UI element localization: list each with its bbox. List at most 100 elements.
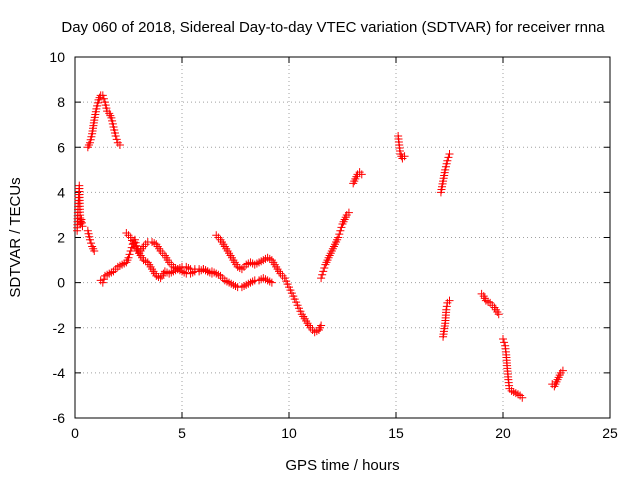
data-point-s4 <box>229 280 238 289</box>
data-point-s4 <box>222 277 231 286</box>
data-point-s2 <box>84 140 93 149</box>
y-tick-label: 6 <box>57 139 65 155</box>
data-point-s4 <box>111 265 120 274</box>
data-point-s3 <box>85 235 94 244</box>
data-point-s13 <box>513 390 522 399</box>
data-point-s5 <box>160 267 169 276</box>
data-point-s4 <box>118 260 127 269</box>
data-point-s6 <box>250 260 259 269</box>
data-point-s1 <box>77 215 86 224</box>
data-point-s4 <box>246 278 255 287</box>
data-point-s6 <box>240 262 249 271</box>
y-tick-label: -4 <box>53 365 66 381</box>
data-point-s4 <box>115 261 124 270</box>
data-point-s5 <box>141 257 150 266</box>
data-points <box>73 91 567 402</box>
data-point-s11 <box>442 305 451 314</box>
data-point-s6 <box>257 257 266 266</box>
data-point-s1 <box>77 218 86 227</box>
data-point-s5 <box>182 262 191 271</box>
y-tick-label: 8 <box>57 94 65 110</box>
data-point-s7 <box>335 230 344 239</box>
data-point-s11 <box>443 298 452 307</box>
data-point-s4 <box>150 239 159 248</box>
data-point-s4 <box>218 274 227 283</box>
data-point-s4 <box>109 267 118 276</box>
data-point-s6 <box>237 265 246 274</box>
data-point-s12 <box>479 292 488 301</box>
data-point-s4 <box>99 275 108 284</box>
x-axis-label: GPS time / hours <box>285 457 399 474</box>
y-tick-label: 10 <box>49 49 65 65</box>
y-tick-label: -6 <box>53 410 66 426</box>
data-point-s6 <box>214 233 223 242</box>
data-point-s4 <box>255 276 264 285</box>
y-axis-label: SDTVAR / TECUs <box>7 177 24 297</box>
data-point-s5 <box>203 267 212 276</box>
data-point-s4 <box>122 258 131 267</box>
data-point-s4 <box>231 282 240 291</box>
data-point-s6 <box>278 271 287 280</box>
data-point-s4 <box>259 274 268 283</box>
x-tick-label: 10 <box>281 425 297 441</box>
data-point-s7 <box>340 215 349 224</box>
y-tick-label: -2 <box>53 320 66 336</box>
x-tick-label: 15 <box>388 425 404 441</box>
data-point-s5 <box>207 269 216 278</box>
data-point-s2 <box>98 91 107 100</box>
data-point-s6 <box>212 231 221 240</box>
data-point-s5 <box>122 228 131 237</box>
data-point-s13 <box>507 386 516 395</box>
data-point-s6 <box>252 259 261 268</box>
data-point-s5 <box>184 263 193 272</box>
x-tick-label: 25 <box>602 425 618 441</box>
data-point-s6 <box>242 260 251 269</box>
data-point-s5 <box>175 263 184 272</box>
data-point-s12 <box>481 296 490 305</box>
data-point-s1 <box>78 222 87 231</box>
data-point-s4 <box>220 276 229 285</box>
data-point-s3 <box>88 242 97 251</box>
data-point-s4 <box>248 277 257 286</box>
data-point-s5 <box>171 266 180 275</box>
data-point-s12 <box>494 310 503 319</box>
data-point-s13 <box>509 388 518 397</box>
data-point-s2 <box>112 135 121 144</box>
data-point-s5 <box>139 256 148 265</box>
data-point-s4 <box>158 249 167 258</box>
data-point-s10 <box>443 156 452 165</box>
data-point-s4 <box>100 271 109 280</box>
data-point-s14 <box>558 366 567 375</box>
data-point-s2 <box>115 140 124 149</box>
data-point-s2 <box>99 94 108 103</box>
data-point-s4 <box>105 269 114 278</box>
data-point-s3 <box>87 239 96 248</box>
data-point-s5 <box>199 265 208 274</box>
data-point-s4 <box>265 277 274 286</box>
data-point-s6 <box>310 328 319 337</box>
data-point-s4 <box>188 268 197 277</box>
data-point-s7 <box>336 226 345 235</box>
data-point-s4 <box>141 240 150 249</box>
data-point-s7 <box>344 208 353 217</box>
data-point-s4 <box>125 250 134 259</box>
data-point-s4 <box>227 279 236 288</box>
y-tick-label: 4 <box>57 184 65 200</box>
data-point-s4 <box>263 276 272 285</box>
data-point-s11 <box>445 296 454 305</box>
data-point-s13 <box>516 391 525 400</box>
data-point-s4 <box>216 271 225 280</box>
data-point-s12 <box>486 298 495 307</box>
data-point-s5 <box>165 269 174 278</box>
data-point-s4 <box>148 238 157 247</box>
x-tick-label: 20 <box>495 425 511 441</box>
data-point-s4 <box>124 253 133 262</box>
data-point-s4 <box>180 268 189 277</box>
data-point-s6 <box>317 321 326 330</box>
data-point-s4 <box>242 280 251 289</box>
data-point-s13 <box>499 335 507 344</box>
data-point-s4 <box>237 283 246 292</box>
data-point-s7 <box>337 223 346 232</box>
data-point-s8 <box>357 170 366 179</box>
